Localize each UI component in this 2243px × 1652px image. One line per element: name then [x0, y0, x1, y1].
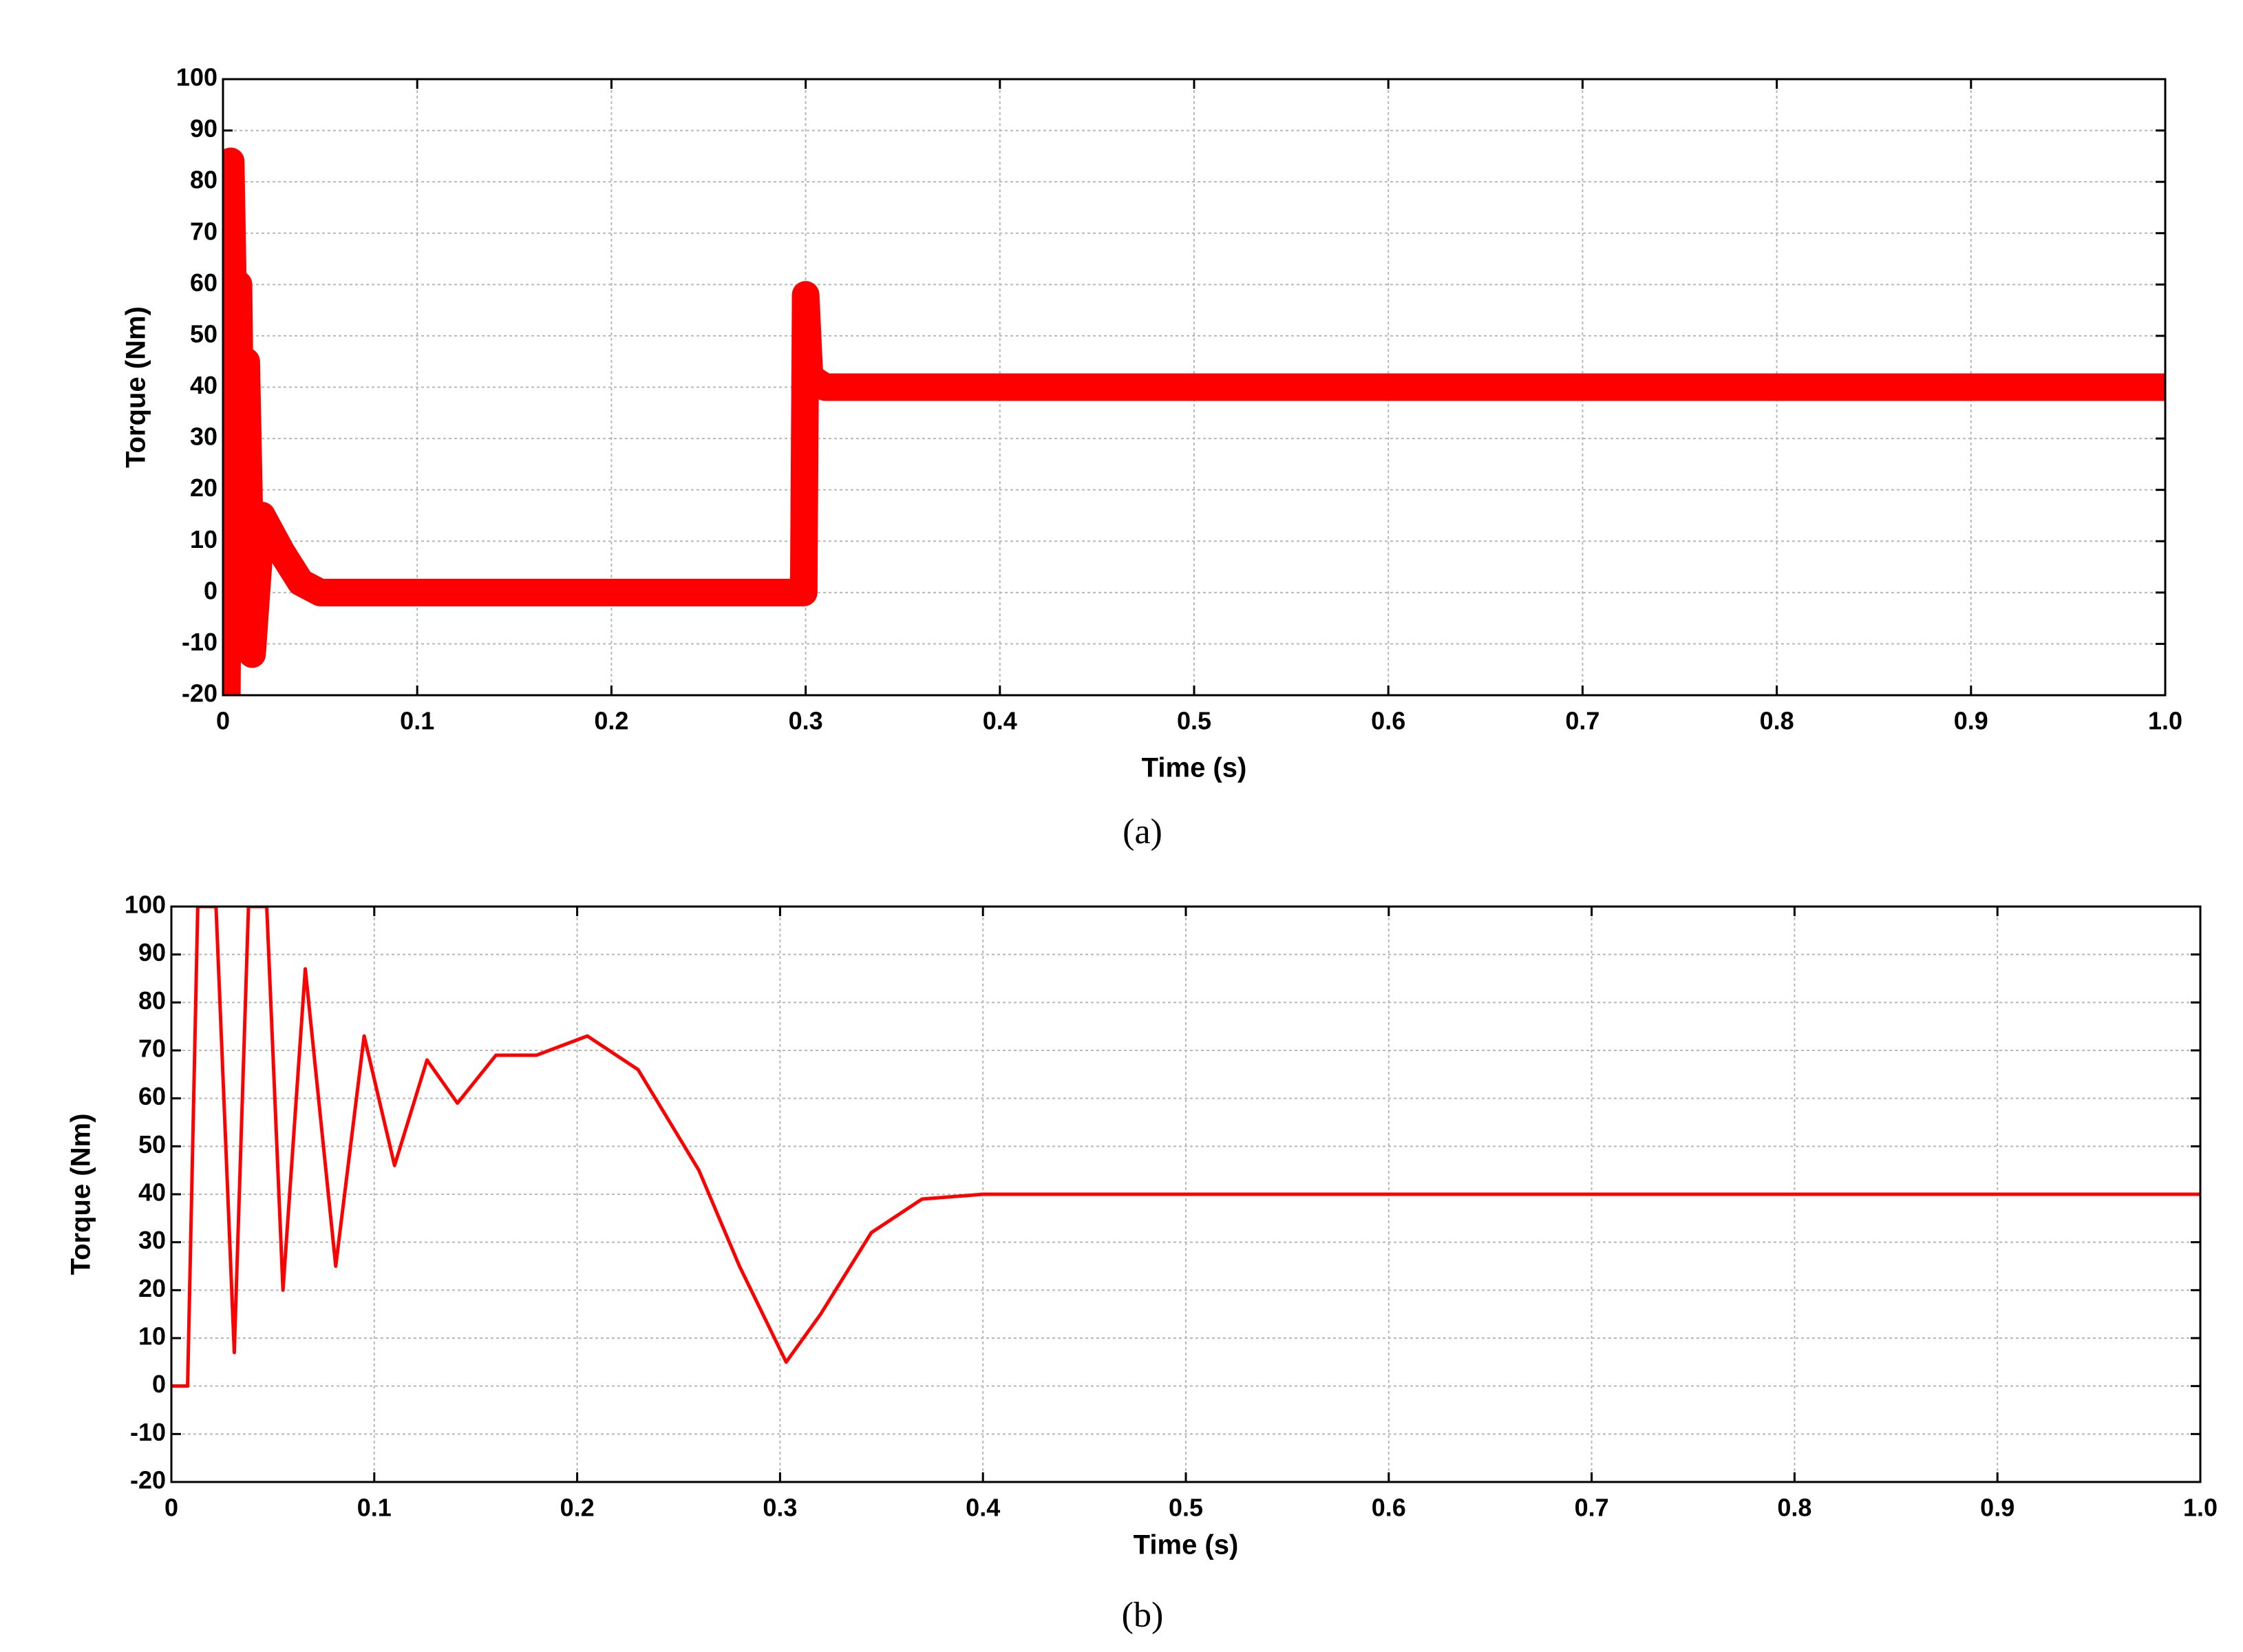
y-tick-label: 60 [138, 1082, 166, 1110]
y-tick-label: 10 [138, 1322, 166, 1351]
y-tick-label: 100 [125, 891, 166, 919]
y-tick-label: 50 [138, 1130, 166, 1158]
y-tick-label: 0 [152, 1370, 166, 1398]
y-tick-label: 100 [176, 63, 217, 92]
plot-frame [170, 905, 2202, 1483]
y-tick-label: 20 [190, 474, 217, 502]
x-tick-label: 0.1 [357, 1494, 392, 1522]
x-tick-label: 0.7 [1565, 707, 1599, 735]
x-tick-label: 0.1 [400, 707, 434, 735]
x-tick-label: 0.2 [594, 707, 628, 735]
y-tick-label: 70 [138, 1035, 166, 1063]
x-tick-label: 0.5 [1177, 707, 1211, 735]
x-axis-label: Time (s) [1134, 1530, 1239, 1560]
x-tick-label: 0.8 [1760, 707, 1794, 735]
x-tick-label: 0.9 [1980, 1494, 2015, 1522]
y-tick-label: -20 [130, 1466, 166, 1494]
x-tick-label: 0.6 [1371, 707, 1405, 735]
caption: (a) [1123, 812, 1162, 851]
y-tick-label: -10 [182, 628, 217, 656]
y-tick-label: -10 [130, 1418, 166, 1446]
x-tick-label: 0 [164, 1494, 178, 1522]
y-axis-label: Torque (Nm) [121, 306, 151, 468]
x-tick-label: 0.4 [966, 1494, 1000, 1522]
y-tick-label: 50 [190, 319, 217, 348]
y-tick-label: 80 [138, 986, 166, 1015]
y-tick-label: 70 [190, 217, 217, 245]
y-tick-label: 90 [138, 938, 166, 966]
y-tick-label: 30 [190, 423, 217, 451]
y-tick-label: 90 [190, 114, 217, 142]
y-tick-label: 40 [190, 371, 217, 399]
x-tick-label: 0.5 [1169, 1494, 1203, 1522]
y-tick-label: 0 [204, 576, 217, 604]
y-axis-label: Torque (Nm) [66, 1114, 96, 1275]
y-tick-label: 40 [138, 1178, 166, 1207]
x-tick-label: 0 [216, 707, 230, 735]
y-tick-label: 10 [190, 525, 217, 553]
x-tick-label: 1.0 [2148, 707, 2182, 735]
x-tick-label: 0.2 [560, 1494, 595, 1522]
plot-frame [222, 78, 2167, 697]
y-tick-label: 20 [138, 1274, 166, 1302]
x-tick-label: 0.9 [1954, 707, 1988, 735]
x-tick-label: 0.3 [763, 1494, 797, 1522]
y-tick-label: -20 [182, 679, 217, 708]
x-tick-label: 1.0 [2183, 1494, 2218, 1522]
y-tick-label: 80 [190, 166, 217, 194]
x-axis-label: Time (s) [1142, 753, 1247, 783]
x-tick-label: 0.7 [1575, 1494, 1609, 1522]
y-tick-label: 60 [190, 268, 217, 297]
caption: (b) [1122, 1596, 1164, 1635]
data-line [171, 907, 2200, 1388]
data-line [223, 147, 2165, 695]
x-tick-label: 0.6 [1372, 1494, 1406, 1522]
x-tick-label: 0.3 [789, 707, 823, 735]
x-tick-label: 0.8 [1777, 1494, 1811, 1522]
x-tick-label: 0.4 [983, 707, 1017, 735]
y-tick-label: 30 [138, 1226, 166, 1254]
